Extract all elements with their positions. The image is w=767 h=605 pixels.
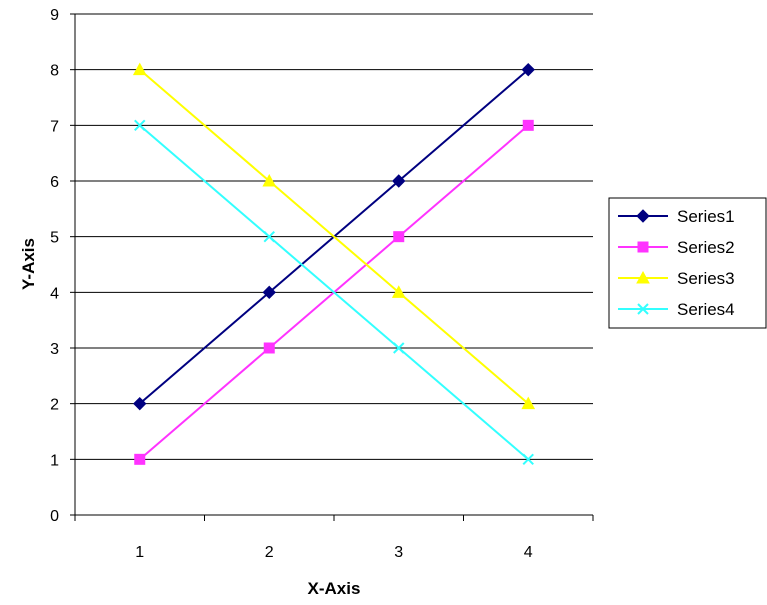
series-line-3 xyxy=(139,68,529,405)
series-1-point xyxy=(521,62,535,77)
legend-marker xyxy=(637,241,649,253)
tick-labels: 0 1 2 3 4 5 6 7 8 9 1 2 3 4 xyxy=(50,7,533,561)
marker-x-stroke xyxy=(522,453,534,466)
marker-x-stroke xyxy=(637,303,649,315)
series-lines xyxy=(139,68,529,461)
legend-label: Series3 xyxy=(677,269,735,288)
series-2-point xyxy=(263,342,275,354)
series-3-point xyxy=(262,173,277,187)
legend-marker xyxy=(637,303,649,315)
x-tick-label: 1 xyxy=(135,544,144,561)
x-tick-label: 2 xyxy=(265,544,274,561)
series-4-point xyxy=(134,119,146,132)
legend-items: Series1 Series2 Series3 Series4 xyxy=(618,207,735,319)
axes xyxy=(70,13,594,521)
y-tick-label: 6 xyxy=(50,174,59,191)
y-tick-label: 1 xyxy=(50,452,59,469)
y-tick-label: 0 xyxy=(50,508,59,525)
y-tick-label: 4 xyxy=(50,285,59,302)
y-tick-label: 9 xyxy=(50,7,59,24)
marker-x-stroke xyxy=(134,119,146,132)
legend-item-series1: Series1 xyxy=(618,207,735,226)
y-tick-label: 2 xyxy=(50,397,59,414)
y-tick-label: 5 xyxy=(50,230,59,247)
series-2-point xyxy=(393,231,405,243)
legend-item-series4: Series4 xyxy=(618,300,735,319)
legend: Series1 Series2 Series3 Series4 xyxy=(608,197,767,329)
y-tick-label: 7 xyxy=(50,118,59,135)
series-4-point xyxy=(263,230,275,243)
series-2-point xyxy=(134,453,146,465)
legend-box xyxy=(608,197,767,329)
legend-item-series2: Series2 xyxy=(618,238,735,257)
legend-label: Series1 xyxy=(677,207,735,226)
legend-item-series3: Series3 xyxy=(618,269,735,288)
legend-label: Series2 xyxy=(677,238,735,257)
marker-x-stroke xyxy=(263,230,275,243)
series-1-point xyxy=(133,396,147,411)
y-axis-title: Y-Axis xyxy=(19,238,38,290)
y-tick-label: 3 xyxy=(50,341,59,358)
series-1-point xyxy=(392,174,406,188)
legend-label: Series4 xyxy=(677,300,735,319)
x-tick-label: 4 xyxy=(524,544,533,561)
legend-marker xyxy=(636,209,650,223)
series-markers xyxy=(132,62,536,466)
series-4-point xyxy=(393,342,405,354)
x-axis-title: X-Axis xyxy=(308,579,361,598)
y-tick-label: 8 xyxy=(50,63,59,80)
series-2-point xyxy=(522,119,534,131)
series-1-point xyxy=(262,285,276,300)
series-3-point xyxy=(521,396,536,410)
legend-marker xyxy=(636,270,650,284)
series-3-point xyxy=(391,285,406,298)
x-tick-label: 3 xyxy=(394,544,403,561)
series-3-point xyxy=(132,62,147,76)
series-4-point xyxy=(522,453,534,466)
marker-x-stroke xyxy=(393,342,405,354)
series-line-4 xyxy=(139,124,529,461)
